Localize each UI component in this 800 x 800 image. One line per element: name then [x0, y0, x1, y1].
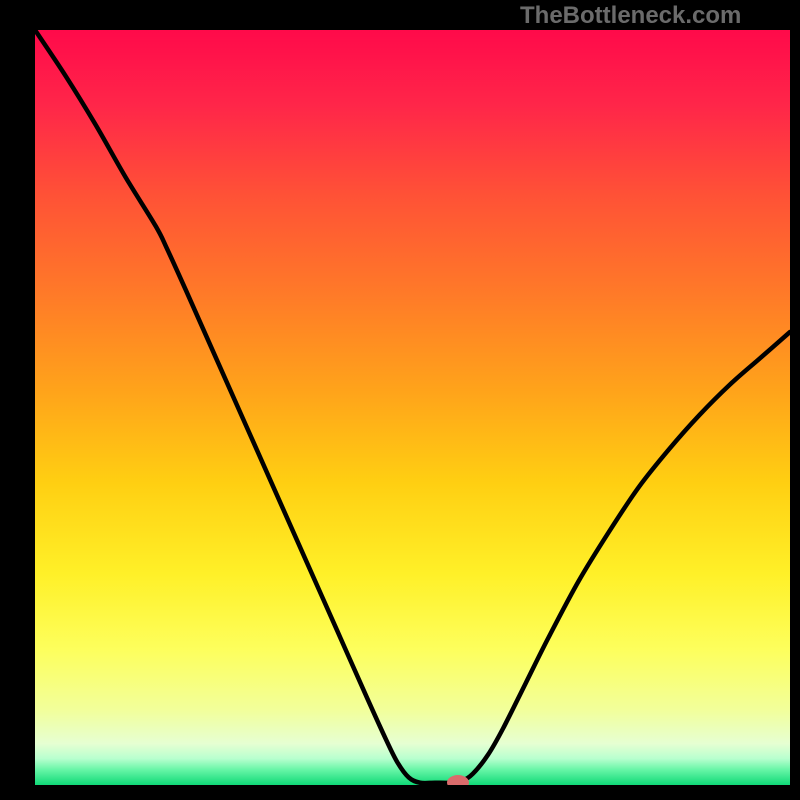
optimal-point-marker: [447, 775, 469, 785]
watermark-text: TheBottleneck.com: [520, 2, 741, 30]
chart-stage: TheBottleneck.com: [0, 0, 800, 800]
bottleneck-curve: [35, 30, 790, 785]
plot-area: [35, 30, 790, 785]
